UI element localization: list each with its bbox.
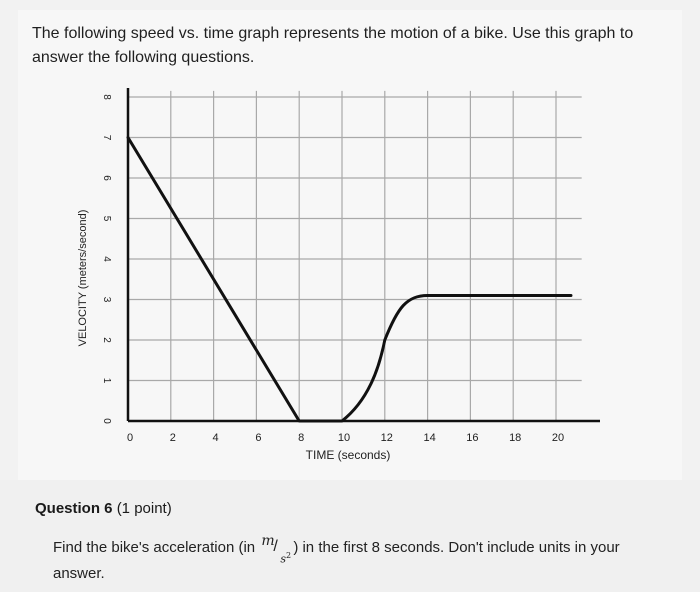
x-tick-label: 8 xyxy=(298,432,304,444)
x-tick-labels: 0 2 4 6 8 10 12 14 16 18 20 xyxy=(127,432,564,444)
unit-denominator-exponent: 2 xyxy=(285,551,292,560)
x-tick-label: 16 xyxy=(466,432,478,444)
question-text-after: ) in the first 8 seconds. Don't include … xyxy=(53,539,620,582)
x-axis-label: TIME (seconds) xyxy=(306,448,391,462)
y-axis-label: VELOCITY (meters/second) xyxy=(77,210,89,347)
velocity-curve xyxy=(126,136,573,423)
y-tick-label: 6 xyxy=(101,175,112,181)
question-title: Question 6 (1 point) xyxy=(35,500,172,517)
x-tick-label: 6 xyxy=(255,432,261,444)
x-tick-label: 20 xyxy=(552,432,564,444)
y-tick-label: 8 xyxy=(101,94,112,100)
unit-denominator: s2 xyxy=(280,543,291,573)
y-tick-label: 5 xyxy=(101,216,112,222)
y-tick-labels: 0 1 2 3 4 5 6 7 8 xyxy=(101,94,112,424)
x-tick-label: 10 xyxy=(338,432,350,444)
y-tick-label: 0 xyxy=(101,418,112,424)
question-points: (1 point) xyxy=(116,500,172,517)
x-tick-label: 4 xyxy=(213,432,219,444)
y-tick-label: 4 xyxy=(101,256,112,262)
y-tick-label: 7 xyxy=(101,135,112,141)
unit-fraction: m / s2 xyxy=(259,533,293,566)
intro-text: The following speed vs. time graph repre… xyxy=(32,25,634,66)
y-tick-label: 2 xyxy=(101,337,112,343)
question-text: Find the bike's acceleration (in m / s2) i… xyxy=(53,533,653,587)
unit-numerator: m xyxy=(261,533,275,549)
graph-background xyxy=(60,88,600,473)
x-tick-label: 18 xyxy=(509,432,521,444)
x-tick-label: 0 xyxy=(127,432,133,444)
unit-denominator-base: s xyxy=(280,552,286,566)
x-tick-label: 14 xyxy=(423,432,435,444)
y-tick-label: 1 xyxy=(101,378,112,384)
x-tick-label: 2 xyxy=(170,432,176,444)
y-tick-label: 3 xyxy=(101,297,112,303)
question-number: Question 6 xyxy=(35,500,113,517)
graph-grid xyxy=(128,90,582,421)
question-text-before: Find the bike's acceleration (in xyxy=(53,539,260,556)
x-tick-label: 12 xyxy=(381,432,393,444)
question-area xyxy=(0,480,700,592)
